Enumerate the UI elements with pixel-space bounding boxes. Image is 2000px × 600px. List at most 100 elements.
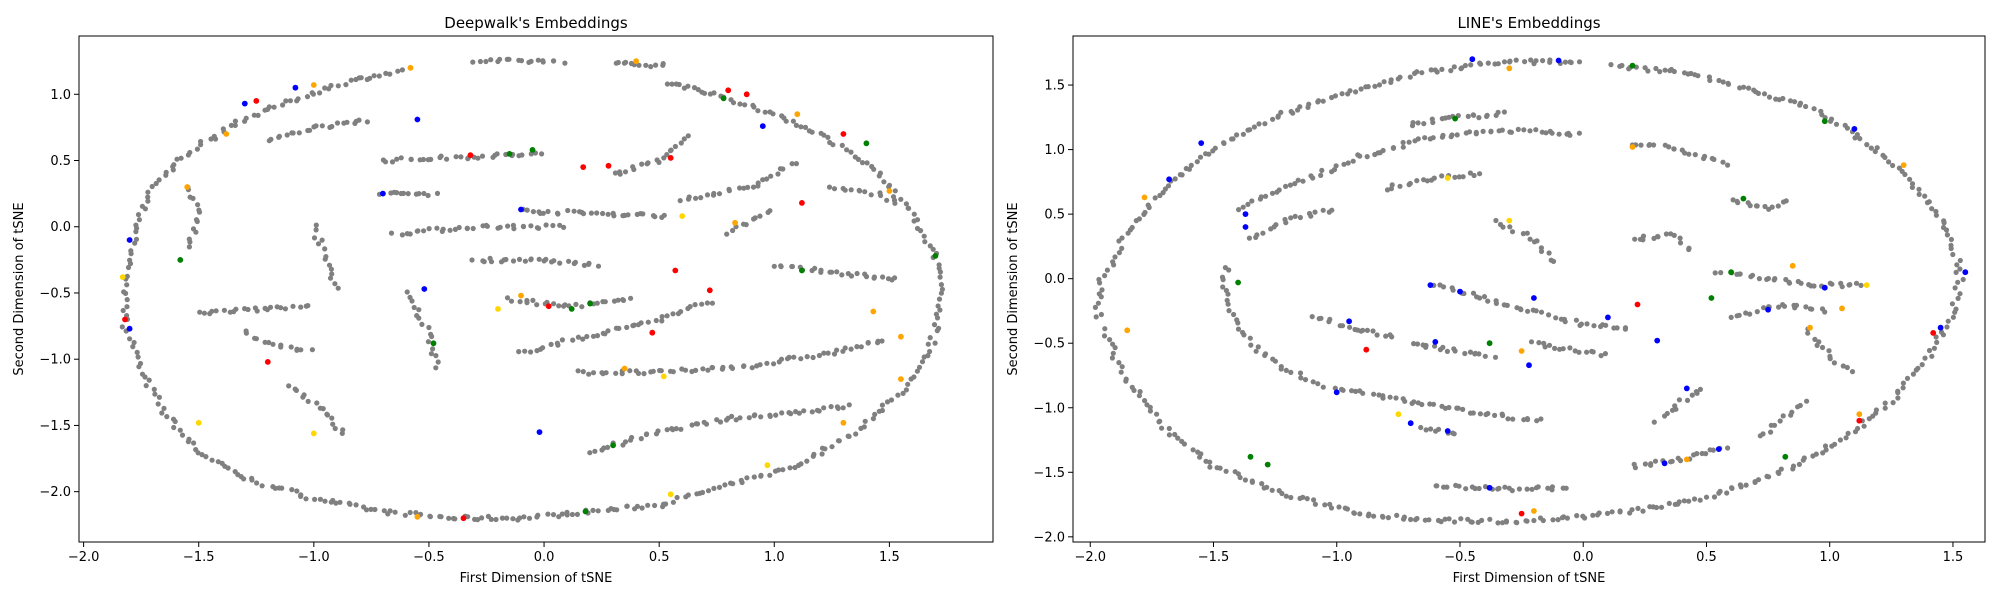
data-point — [1718, 270, 1724, 276]
data-point — [630, 164, 636, 170]
data-point — [1527, 128, 1533, 134]
data-point — [730, 481, 736, 487]
data-point — [877, 170, 884, 176]
data-point — [809, 409, 815, 415]
data-point — [1728, 314, 1734, 320]
data-point — [1534, 418, 1540, 424]
data-point — [550, 512, 557, 518]
data-point — [627, 368, 633, 374]
data-point — [751, 474, 757, 480]
data-point — [839, 272, 845, 278]
data-point — [407, 509, 413, 516]
data-point — [1776, 470, 1782, 476]
highlight-point — [1634, 301, 1641, 308]
data-point — [421, 228, 427, 234]
data-point — [932, 340, 938, 346]
data-point — [1300, 178, 1306, 184]
data-point — [1736, 312, 1742, 318]
data-point — [1831, 360, 1837, 366]
data-point — [139, 203, 145, 209]
data-point — [575, 334, 581, 340]
data-point — [621, 60, 628, 66]
data-point — [1635, 505, 1641, 511]
data-point — [628, 295, 634, 301]
data-point — [1465, 113, 1471, 119]
data-point — [1468, 62, 1474, 68]
data-point — [464, 225, 470, 232]
data-point — [620, 213, 626, 219]
x-tick-label: −1.0 — [298, 550, 330, 565]
highlight-point — [1242, 224, 1249, 230]
data-point — [1617, 63, 1623, 69]
data-point — [1481, 294, 1488, 300]
data-point — [653, 317, 659, 324]
data-point — [650, 368, 656, 374]
data-point — [1524, 518, 1530, 524]
data-point — [402, 512, 408, 518]
data-point — [892, 275, 898, 281]
data-point — [522, 348, 528, 354]
data-point — [389, 159, 396, 165]
data-point — [895, 392, 901, 398]
data-point — [266, 104, 272, 110]
data-point — [1207, 459, 1213, 465]
data-point — [1263, 193, 1269, 199]
x-tick-label: 0.5 — [1696, 550, 1717, 565]
data-point — [1430, 135, 1436, 141]
data-point — [1207, 464, 1213, 470]
data-point — [174, 156, 180, 162]
data-point — [1546, 342, 1553, 348]
data-point — [1212, 145, 1218, 151]
data-point — [767, 472, 773, 478]
data-point — [704, 300, 711, 306]
data-point — [1895, 395, 1901, 401]
data-point — [594, 333, 601, 339]
data-point — [1516, 486, 1522, 492]
data-point — [884, 197, 890, 203]
data-point — [1737, 85, 1743, 91]
data-point — [1509, 229, 1516, 235]
highlight-point — [1407, 420, 1414, 427]
data-point — [1550, 517, 1556, 523]
data-point — [221, 307, 227, 313]
data-point — [1339, 323, 1346, 329]
data-point — [326, 262, 333, 268]
data-point — [678, 309, 684, 315]
data-point — [335, 285, 341, 291]
data-point — [561, 303, 567, 309]
data-point — [324, 412, 331, 418]
data-point — [767, 208, 773, 214]
data-point — [1684, 397, 1691, 403]
data-point — [1217, 465, 1223, 471]
data-point — [1895, 388, 1901, 394]
data-point — [1136, 393, 1142, 399]
data-point — [1886, 159, 1892, 165]
data-point — [1269, 487, 1275, 493]
highlight-point — [1531, 295, 1537, 301]
data-point — [592, 448, 598, 454]
data-point — [1223, 468, 1229, 474]
data-point — [1762, 203, 1768, 210]
highlight-point — [1486, 484, 1493, 491]
data-point — [1485, 60, 1491, 66]
data-point — [1388, 77, 1394, 83]
data-point — [644, 431, 650, 437]
highlight-point — [1962, 269, 1969, 276]
data-point — [1552, 345, 1558, 351]
data-point — [1573, 317, 1579, 323]
data-point — [1567, 59, 1573, 65]
data-point — [1761, 91, 1768, 97]
data-point — [1900, 380, 1906, 386]
data-point — [1768, 429, 1774, 435]
data-point — [1434, 69, 1440, 75]
data-point — [187, 149, 193, 156]
data-point — [156, 394, 162, 400]
data-point — [1948, 242, 1954, 248]
data-point — [914, 225, 921, 232]
data-point — [829, 444, 835, 450]
data-point — [120, 307, 126, 314]
data-point — [1845, 430, 1851, 436]
data-point — [388, 230, 395, 236]
data-point — [1780, 413, 1786, 419]
highlight-point — [1531, 508, 1537, 514]
